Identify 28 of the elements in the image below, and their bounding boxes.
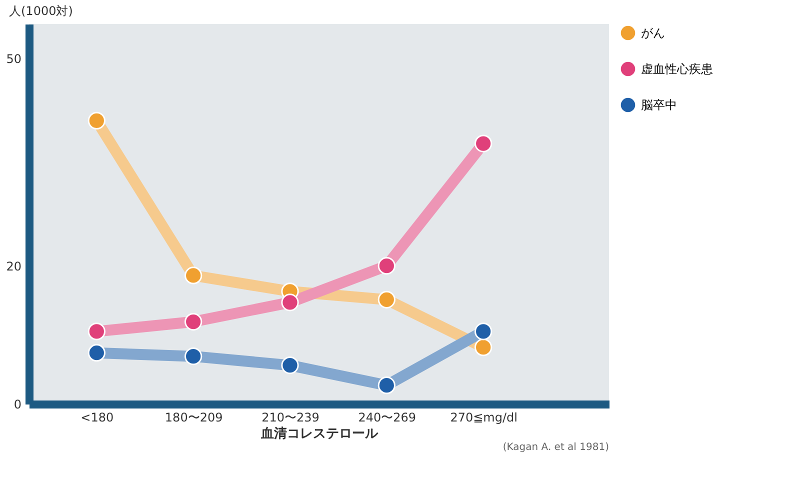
- y-axis-title: 人(1000対): [9, 4, 73, 18]
- point: [184, 312, 202, 331]
- point: [88, 344, 106, 362]
- point: [88, 112, 106, 130]
- point: [184, 348, 202, 366]
- text: (Kagan A. et al 1981): [502, 442, 610, 453]
- legend-label: 虚血性心疾患: [641, 62, 713, 76]
- x-tick-label: <180: [80, 410, 114, 424]
- point: [378, 257, 396, 275]
- point: [378, 376, 396, 394]
- point: [88, 322, 106, 340]
- point: [281, 356, 299, 374]
- y-tick-label: 50: [6, 52, 22, 66]
- x-tick-label: 210〜239: [262, 410, 320, 424]
- point: [378, 290, 396, 308]
- legend-label: がん: [641, 26, 665, 40]
- point: [474, 134, 492, 152]
- point: [184, 266, 202, 284]
- x-tick-label: 270≦mg/dl: [450, 410, 518, 424]
- point: [474, 322, 492, 340]
- x-axis-title: 血清コレステロール: [260, 426, 379, 442]
- y-tick-label: 0: [14, 398, 22, 412]
- y-tick-label: 20: [6, 259, 22, 274]
- x-tick-label: 240〜269: [358, 410, 416, 424]
- x-tick-label: 180〜209: [164, 410, 223, 424]
- point: [281, 294, 299, 312]
- point: [474, 338, 492, 356]
- legend-label: 脳卒中: [641, 98, 677, 112]
